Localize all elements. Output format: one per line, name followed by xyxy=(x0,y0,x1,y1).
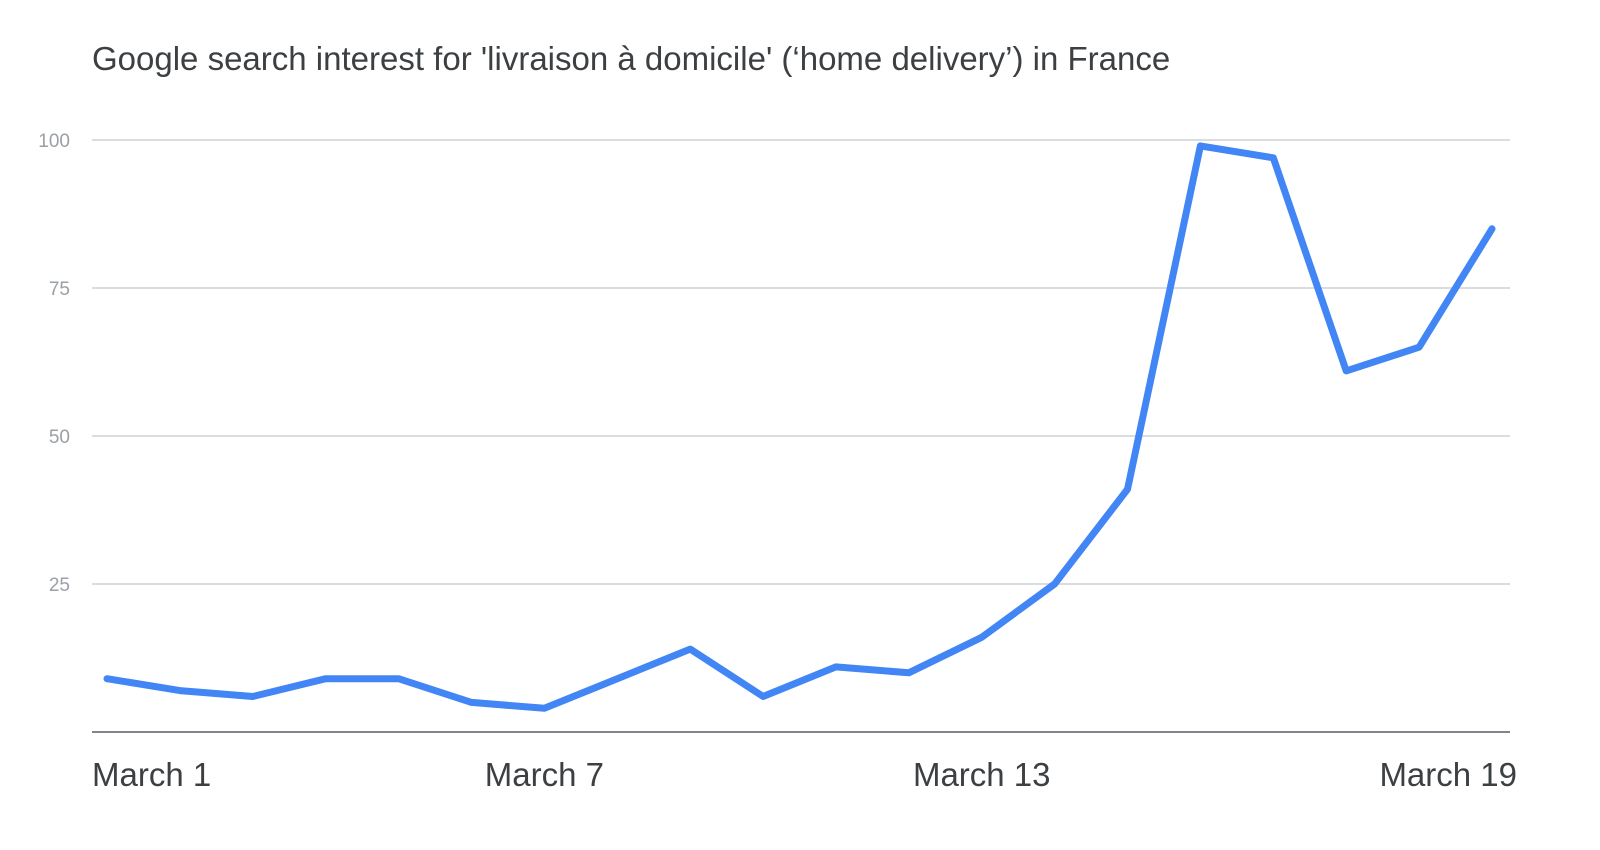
x-tick-label-march-19: March 19 xyxy=(1379,756,1517,793)
y-tick-label-25: 25 xyxy=(49,575,70,596)
series-line-0 xyxy=(103,142,1496,712)
x-tick-label-march-1: March 1 xyxy=(92,756,211,793)
y-tick-label-50: 50 xyxy=(49,427,70,448)
x-axis-ticks: March 1 March 7 March 13 March 19 xyxy=(92,756,1517,793)
x-tick-label-march-7: March 7 xyxy=(485,756,604,793)
y-tick-label-100: 100 xyxy=(38,131,70,152)
y-tick-label-75: 75 xyxy=(49,279,70,300)
chart-title: Google search interest for 'livraison à … xyxy=(92,40,1171,77)
y-axis-ticks: 25 50 75 100 xyxy=(38,131,70,596)
series-lines xyxy=(103,142,1496,712)
gridlines xyxy=(92,139,1510,585)
x-tick-label-march-13: March 13 xyxy=(913,756,1051,793)
